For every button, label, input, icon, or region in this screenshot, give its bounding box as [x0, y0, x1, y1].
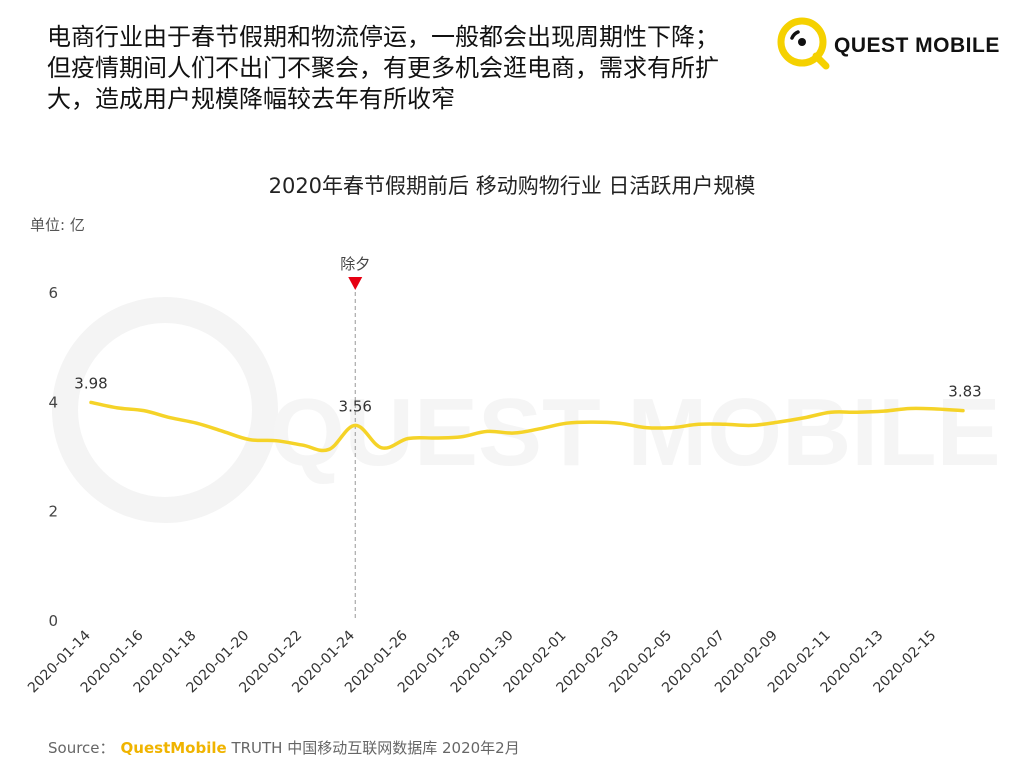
data-label: 3.56 — [339, 397, 372, 415]
series-line — [89, 400, 965, 453]
y-tick-label: 4 — [48, 393, 58, 411]
watermark-ring — [52, 297, 278, 523]
questmobile-logo: QUEST MOBILE — [776, 16, 999, 72]
source-prefix: Source： — [48, 739, 115, 757]
headline-line-1: 电商行业由于春节假期和物流停运，一般都会出现周期性下降； — [47, 23, 719, 51]
logo-text: QUEST MOBILE — [834, 34, 1000, 57]
headline-line-3: 大，造成用户规模降幅较去年有所收窄 — [47, 85, 455, 113]
data-label: 3.98 — [74, 374, 107, 392]
source-rest: TRUTH 中国移动互联网数据库 2020年2月 — [231, 739, 520, 757]
y-tick-label: 0 — [48, 612, 58, 630]
annotation-marker-icon — [348, 277, 363, 290]
unit-label: 单位: 亿 — [30, 216, 85, 234]
source-brand: QuestMobile — [120, 739, 227, 757]
y-tick-label: 6 — [48, 284, 58, 302]
headline: 电商行业由于春节假期和物流停运，一般都会出现周期性下降； 但疫情期间人们不出门不… — [47, 22, 767, 115]
chart-title: 2020年春节假期前后 移动购物行业 日活跃用户规模 — [268, 174, 756, 198]
source-note: Source： QuestMobile TRUTH 中国移动互联网数据库 2020… — [48, 737, 520, 758]
watermark-text: QUEST MOBILE — [270, 379, 1001, 486]
questmobile-logo-icon — [777, 17, 830, 70]
data-label: 3.83 — [948, 383, 981, 401]
watermark: QUEST MOBILE — [52, 297, 1001, 523]
headline-line-2: 但疫情期间人们不出门不聚会，有更多机会逛电商，需求有所扩 — [47, 54, 719, 82]
annotation-label: 除夕 — [340, 255, 370, 273]
y-tick-label: 2 — [48, 503, 58, 521]
